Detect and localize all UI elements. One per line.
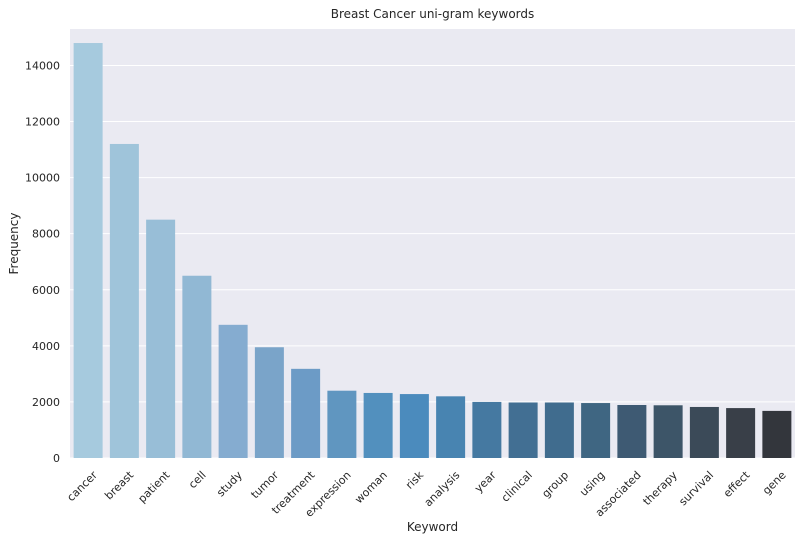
x-tick-label: cancer [64, 468, 100, 504]
bar-study [218, 324, 248, 458]
y-tick-label: 8000 [32, 228, 60, 241]
bar-associated [617, 405, 647, 458]
bar-effect [726, 408, 756, 458]
x-tick-label: study [214, 468, 245, 499]
x-tick-label: clinical [499, 469, 535, 505]
y-axis-label: Frequency [7, 213, 21, 275]
bar-expression [327, 390, 357, 458]
y-tick-label: 14000 [25, 59, 60, 72]
x-tick-label: survival [676, 469, 716, 509]
bar-cell [182, 275, 212, 458]
y-tick-label: 12000 [25, 116, 60, 129]
bar-treatment [291, 368, 321, 458]
bar-cancer [73, 43, 103, 459]
bar-group [544, 402, 574, 458]
y-tick-label: 10000 [25, 172, 60, 185]
bar-tumor [254, 347, 284, 458]
x-tick-label: effect [721, 468, 753, 500]
bar-clinical [508, 402, 538, 458]
plot-area [70, 29, 795, 458]
x-tick-label: patient [136, 468, 173, 505]
x-tick-label: cell [186, 469, 209, 492]
bar-patient [146, 219, 176, 458]
x-tick-label: woman [352, 469, 390, 507]
x-tick-label: year [472, 468, 499, 495]
chart-title: Breast Cancer uni-gram keywords [331, 7, 535, 21]
y-tick-label: 4000 [32, 340, 60, 353]
bars [73, 43, 792, 459]
x-tick-label: analysis [422, 468, 463, 509]
x-tick-label: tumor [248, 468, 281, 501]
bar-breast [109, 143, 139, 458]
bar-analysis [436, 396, 466, 458]
bar-using [581, 403, 611, 458]
y-tick-label: 6000 [32, 284, 60, 297]
x-tick-label: group [539, 469, 571, 501]
y-tick-label: 2000 [32, 396, 60, 409]
bar-woman [363, 392, 393, 458]
y-axis-ticks: 0 2000 4000 6000 8000 10000 12000 14000 [25, 59, 60, 465]
bar-survival [689, 406, 719, 458]
x-axis-label: Keyword [407, 520, 458, 534]
x-tick-label: breast [102, 468, 136, 502]
x-tick-label: therapy [640, 468, 680, 508]
bar-year [472, 401, 502, 458]
x-tick-label: gene [760, 468, 789, 497]
x-axis-ticks: cancer breast patient cell study tumortreatme… [64, 468, 788, 520]
x-tick-label: using [577, 469, 607, 499]
x-tick-label: risk [403, 468, 427, 492]
bar-gene [762, 410, 792, 458]
bar-therapy [653, 405, 683, 458]
bar-risk [399, 394, 429, 458]
y-tick-label: 0 [53, 452, 60, 465]
